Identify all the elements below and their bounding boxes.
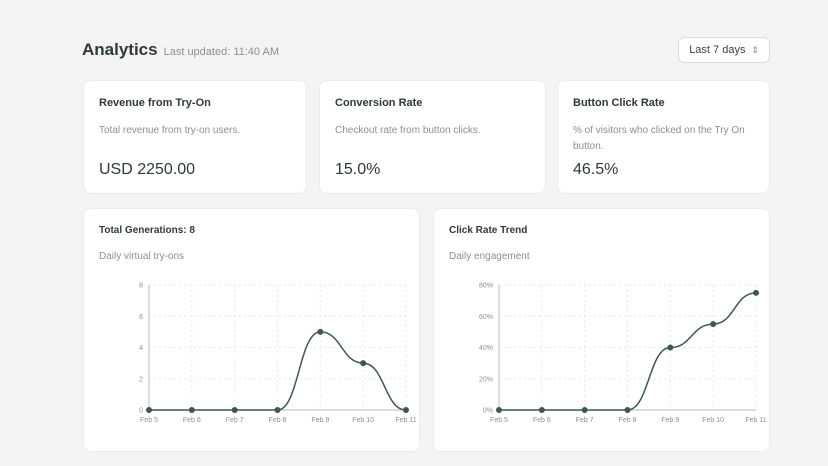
chart-subtitle: Daily engagement <box>449 251 530 262</box>
date-range-label: Last 7 days <box>689 44 746 56</box>
x-tick-label: Feb 5 <box>490 417 508 424</box>
last-updated-text: Last updated: 11:40 AM <box>163 46 279 58</box>
total-generations-card: Total Generations: 8 Daily virtual try-o… <box>83 208 420 452</box>
date-range-select[interactable]: Last 7 days ⇕ <box>678 37 770 63</box>
x-tick-label: Feb 6 <box>533 417 551 424</box>
data-point <box>317 328 324 335</box>
data-point <box>274 407 281 413</box>
stat-description: Total revenue from try-on users. <box>99 125 241 136</box>
data-point <box>188 407 195 413</box>
chevron-up-down-icon: ⇕ <box>751 44 759 55</box>
data-point <box>146 407 152 413</box>
chart-title: Total Generations: 8 <box>99 225 195 236</box>
x-tick-label: Feb 11 <box>395 417 416 424</box>
stat-description: % of visitors who clicked on the Try On … <box>573 125 745 152</box>
stat-title: Conversion Rate <box>335 97 423 109</box>
stat-description: Checkout rate from button clicks. <box>335 125 481 136</box>
data-point <box>667 344 674 351</box>
page-title: Analytics <box>82 40 158 59</box>
page-header: Analytics Last updated: 11:40 AM Last 7 … <box>82 36 770 64</box>
stat-value: 15.0% <box>335 161 381 178</box>
x-tick-label: Feb 9 <box>311 417 329 424</box>
y-tick-label: 20% <box>479 376 493 383</box>
x-tick-label: Feb 8 <box>269 417 287 424</box>
x-tick-label: Feb 5 <box>140 417 158 424</box>
stat-value: USD 2250.00 <box>99 161 196 178</box>
y-tick-label: 4 <box>139 345 143 352</box>
data-point <box>581 407 588 413</box>
button-click-rate-card: Button Click Rate % of visitors who clic… <box>557 80 770 194</box>
y-tick-label: 60% <box>479 314 493 321</box>
conversion-rate-card: Conversion Rate Checkout rate from butto… <box>319 80 546 194</box>
y-tick-label: 6 <box>139 314 143 321</box>
generations-line-chart: 0 2 4 6 8 Feb 5 Feb 6 Feb 7 Feb 8 Feb 9 Feb 10 Feb … <box>139 283 417 425</box>
data-point <box>403 407 409 413</box>
data-point <box>496 407 502 413</box>
data-point <box>624 407 631 413</box>
chart-title: Click Rate Trend <box>449 225 528 236</box>
data-point <box>231 407 238 413</box>
y-tick-label: 0% <box>483 408 493 415</box>
click-rate-line-chart: 0% 20% 40% 60% 80% Feb 5 Feb 6 Feb 7 Feb 8 Feb 9 F… <box>479 283 767 425</box>
stat-title: Button Click Rate <box>573 97 665 109</box>
x-tick-label: Feb 7 <box>576 417 594 424</box>
y-tick-label: 40% <box>479 345 493 352</box>
chart-subtitle: Daily virtual try-ons <box>99 251 185 262</box>
x-tick-label: Feb 7 <box>226 417 244 424</box>
data-point <box>360 360 367 367</box>
y-tick-label: 8 <box>139 283 143 290</box>
y-tick-label: 2 <box>139 376 143 383</box>
stat-title: Revenue from Try-On <box>99 97 211 109</box>
click-rate-trend-card: Click Rate Trend Daily engagement 0% 20% 4… <box>433 208 770 452</box>
x-tick-label: Feb 9 <box>661 417 679 424</box>
x-tick-label: Feb 8 <box>619 417 637 424</box>
data-point <box>538 407 545 413</box>
x-tick-label: Feb 11 <box>745 417 766 424</box>
data-point <box>710 321 717 328</box>
stat-value: 46.5% <box>573 161 619 178</box>
data-point <box>753 289 759 296</box>
x-tick-label: Feb 10 <box>352 417 374 424</box>
x-tick-label: Feb 10 <box>702 417 724 424</box>
x-tick-label: Feb 6 <box>183 417 201 424</box>
y-tick-label: 80% <box>479 283 493 290</box>
title-group: Analytics Last updated: 11:40 AM <box>82 40 279 60</box>
revenue-card: Revenue from Try-On Total revenue from t… <box>83 80 307 194</box>
y-tick-label: 0 <box>139 408 143 415</box>
